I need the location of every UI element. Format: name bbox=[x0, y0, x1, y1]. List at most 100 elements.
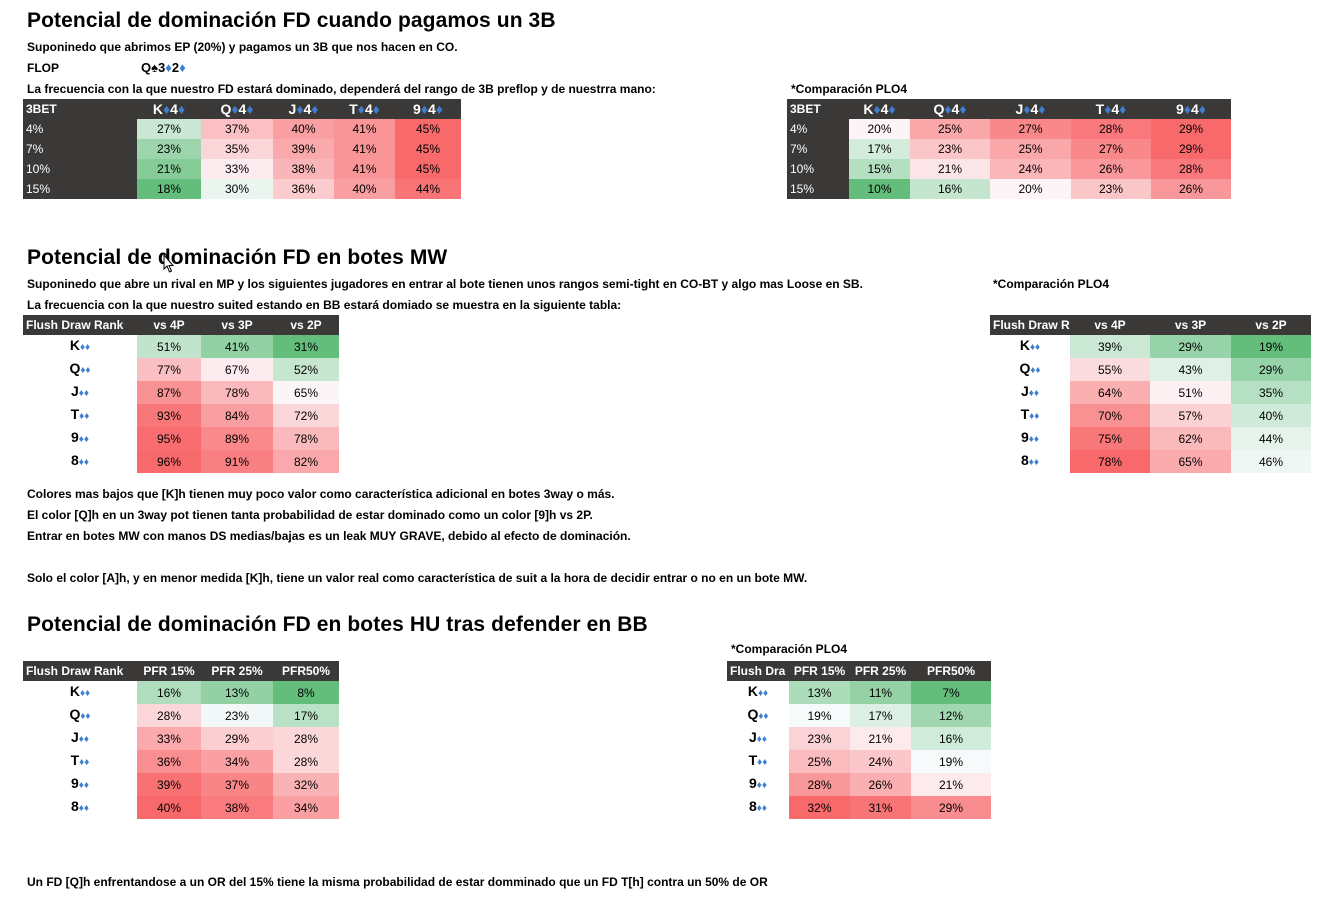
flush-rank-label: 9♦♦ bbox=[727, 773, 789, 796]
diamond-suit-icon: ♦♦ bbox=[79, 411, 90, 422]
value-cell: 51% bbox=[1150, 381, 1231, 404]
value-cell: 35% bbox=[1231, 381, 1311, 404]
diamond-suit-icon: ♦♦ bbox=[79, 757, 90, 768]
value-cell: 62% bbox=[1150, 427, 1231, 450]
hand-column-header: J♦4♦ bbox=[273, 99, 334, 119]
diamond-suit-icon: ♦♦ bbox=[757, 688, 769, 699]
table-header-row: 3BET K♦4♦ Q♦4♦ J♦4♦ T♦4♦ 9♦4♦ bbox=[23, 99, 461, 119]
flush-rank-label: 9♦♦ bbox=[23, 427, 137, 450]
value-cell: 16% bbox=[137, 681, 201, 704]
diamond-suit-icon: ♦♦ bbox=[78, 434, 89, 445]
diamond-suit-icon: ♦ bbox=[163, 101, 171, 117]
value-cell: 30% bbox=[201, 179, 273, 199]
value-cell: 41% bbox=[334, 159, 395, 179]
value-cell: 37% bbox=[201, 119, 273, 139]
diamond-suit-icon: ♦♦ bbox=[758, 711, 769, 722]
table-row: 9♦♦ 95% 89% 78% bbox=[23, 427, 339, 450]
value-cell: 31% bbox=[850, 796, 911, 819]
flush-rank-label: 8♦♦ bbox=[990, 450, 1070, 473]
value-cell: 36% bbox=[137, 750, 201, 773]
section-1-comparison-label: *Comparación PLO4 bbox=[791, 82, 908, 96]
value-cell: 16% bbox=[911, 727, 991, 750]
value-cell: 38% bbox=[273, 159, 334, 179]
value-cell: 10% bbox=[849, 179, 910, 199]
flush-rank-label: 8♦♦ bbox=[727, 796, 789, 819]
value-cell: 39% bbox=[273, 139, 334, 159]
flush-rank-label: T♦♦ bbox=[990, 404, 1070, 427]
row-label: 7% bbox=[787, 139, 849, 159]
value-cell: 25% bbox=[910, 119, 990, 139]
row-label: 7% bbox=[23, 139, 137, 159]
value-cell: 27% bbox=[137, 119, 201, 139]
value-cell: 45% bbox=[395, 159, 461, 179]
column-header: vs 2P bbox=[273, 315, 339, 335]
column-header: PFR50% bbox=[911, 661, 991, 681]
value-cell: 29% bbox=[201, 727, 273, 750]
table-header-row: 3BET K♦4♦ Q♦4♦ J♦4♦ T♦4♦ 9♦4♦ bbox=[787, 99, 1231, 119]
value-cell: 82% bbox=[273, 450, 339, 473]
flop-card-3: 2♦ bbox=[171, 60, 186, 75]
section-2-comparison-label: *Comparación PLO4 bbox=[993, 277, 1110, 291]
value-cell: 96% bbox=[137, 450, 201, 473]
value-cell: 46% bbox=[1231, 450, 1311, 473]
value-cell: 28% bbox=[1151, 159, 1231, 179]
diamond-suit-icon: ♦ bbox=[1038, 101, 1046, 117]
hand-column-header: K♦4♦ bbox=[137, 99, 201, 119]
value-cell: 27% bbox=[990, 119, 1071, 139]
value-cell: 70% bbox=[1070, 404, 1150, 427]
value-cell: 34% bbox=[201, 750, 273, 773]
value-cell: 19% bbox=[789, 704, 850, 727]
flop-card-2: 3♦ bbox=[158, 60, 172, 75]
table-row: 4% 20% 25% 27% 28% 29% bbox=[787, 119, 1231, 139]
flush-rank-label: J♦♦ bbox=[23, 381, 137, 404]
hand-column-header: 9♦4♦ bbox=[395, 99, 461, 119]
value-cell: 19% bbox=[1231, 335, 1311, 358]
column-header: PFR 25% bbox=[201, 661, 273, 681]
value-cell: 24% bbox=[990, 159, 1071, 179]
flush-rank-label: Q♦♦ bbox=[23, 704, 137, 727]
value-cell: 25% bbox=[789, 750, 850, 773]
value-cell: 23% bbox=[789, 727, 850, 750]
diamond-suit-icon: ♦♦ bbox=[78, 388, 89, 399]
diamond-suit-icon: ♦ bbox=[357, 101, 365, 117]
table-corner-label: Flush Draw R bbox=[990, 315, 1070, 335]
hand-column-header: T♦4♦ bbox=[1071, 99, 1151, 119]
value-cell: 40% bbox=[137, 796, 201, 819]
value-cell: 29% bbox=[1151, 139, 1231, 159]
value-cell: 19% bbox=[911, 750, 991, 773]
value-cell: 13% bbox=[201, 681, 273, 704]
value-cell: 29% bbox=[1231, 358, 1311, 381]
value-cell: 95% bbox=[137, 427, 201, 450]
table-header-row: Flush Draw Rank vs 4P vs 3P vs 2P bbox=[23, 315, 339, 335]
table-row: 8♦♦ 32% 31% 29% bbox=[727, 796, 991, 819]
flush-rank-label: 9♦♦ bbox=[990, 427, 1070, 450]
diamond-suit-icon: ♦♦ bbox=[1028, 457, 1039, 468]
table-row: 8♦♦ 40% 38% 34% bbox=[23, 796, 339, 819]
section-3-title: Potencial de dominación FD en botes HU t… bbox=[27, 613, 648, 636]
table-row: 9♦♦ 39% 37% 32% bbox=[23, 773, 339, 796]
table-corner-label: 3BET bbox=[787, 99, 849, 119]
flush-rank-label: K♦♦ bbox=[990, 335, 1070, 358]
note-4: Solo el color [A]h, y en menor medida [K… bbox=[27, 571, 808, 585]
column-header: vs 3P bbox=[1150, 315, 1231, 335]
diamond-suit-icon: ♦♦ bbox=[80, 365, 91, 376]
value-cell: 13% bbox=[789, 681, 850, 704]
value-cell: 45% bbox=[395, 119, 461, 139]
value-cell: 40% bbox=[334, 179, 395, 199]
table-row: 7% 17% 23% 25% 27% 29% bbox=[787, 139, 1231, 159]
row-label: 10% bbox=[787, 159, 849, 179]
table-row: 9♦♦ 75% 62% 44% bbox=[990, 427, 1311, 450]
diamond-suit-icon: ♦♦ bbox=[756, 780, 767, 791]
value-cell: 51% bbox=[137, 335, 201, 358]
table-header-row: Flush Dra PFR 15% PFR 25% PFR50% bbox=[727, 661, 991, 681]
value-cell: 31% bbox=[273, 335, 339, 358]
value-cell: 17% bbox=[273, 704, 339, 727]
diamond-suit-icon: ♦♦ bbox=[78, 734, 89, 745]
value-cell: 20% bbox=[990, 179, 1071, 199]
diamond-suit-icon: ♦♦ bbox=[756, 734, 767, 745]
table-row: 8♦♦ 96% 91% 82% bbox=[23, 450, 339, 473]
table-row: J♦♦ 23% 21% 16% bbox=[727, 727, 991, 750]
value-cell: 38% bbox=[201, 796, 273, 819]
table-row: 9♦♦ 28% 26% 21% bbox=[727, 773, 991, 796]
